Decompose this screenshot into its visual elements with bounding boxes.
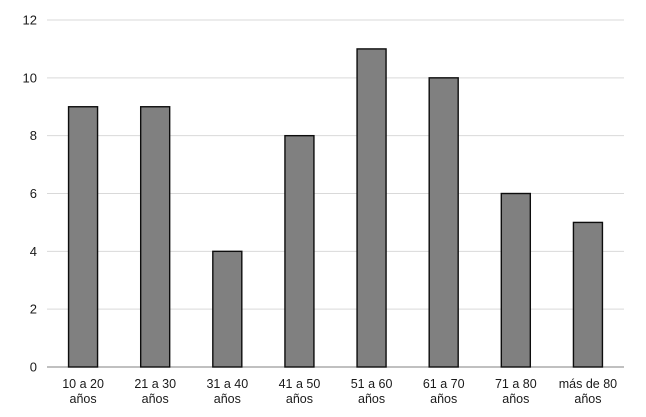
y-tick-label: 12 — [23, 13, 37, 28]
bar — [572, 221, 604, 368]
x-tick-label: más de 80 — [559, 377, 617, 391]
x-tick-label: años — [70, 392, 97, 406]
bar — [139, 106, 171, 368]
x-tick-label: 61 a 70 — [423, 377, 465, 391]
x-tick-label: años — [502, 392, 529, 406]
x-tick-label: 71 a 80 — [495, 377, 537, 391]
bar — [428, 77, 459, 368]
x-tick-label: 21 a 30 — [134, 377, 176, 391]
bar — [284, 134, 315, 368]
y-tick-label: 4 — [30, 244, 37, 259]
x-tick-label: años — [574, 392, 601, 406]
x-tick-label: años — [286, 392, 313, 406]
x-tick-label: 51 a 60 — [351, 377, 393, 391]
y-tick-label: 8 — [30, 128, 37, 143]
y-axis-ticks: 0 2 4 6 8 10 12 — [23, 13, 37, 375]
y-tick-label: 10 — [23, 70, 37, 85]
bars — [67, 48, 604, 368]
bar — [500, 192, 532, 368]
x-tick-label: 41 a 50 — [279, 377, 321, 391]
x-tick-label: años — [214, 392, 241, 406]
x-tick-label: años — [358, 392, 385, 406]
bar — [212, 250, 243, 368]
y-tick-label: 6 — [30, 186, 37, 201]
gridlines — [47, 19, 624, 368]
bar — [67, 106, 99, 368]
x-tick-label: 10 a 20 — [62, 377, 104, 391]
x-tick-label: años — [430, 392, 457, 406]
y-tick-label: 2 — [30, 302, 37, 317]
x-tick-label: años — [142, 392, 169, 406]
y-tick-label: 0 — [30, 360, 37, 375]
bar — [356, 48, 387, 368]
x-tick-label: 31 a 40 — [206, 377, 248, 391]
